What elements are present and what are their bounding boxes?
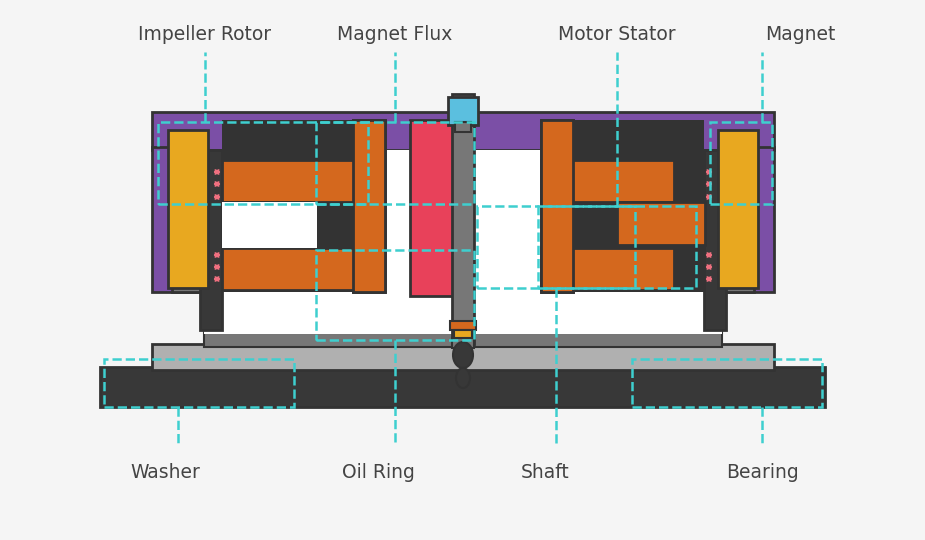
Bar xyxy=(450,321,476,330)
Text: Bearing: Bearing xyxy=(725,462,798,482)
Bar xyxy=(204,292,722,334)
Text: Shaft: Shaft xyxy=(521,462,570,482)
Bar xyxy=(410,120,456,296)
Bar xyxy=(152,147,204,292)
Bar xyxy=(222,204,307,246)
Bar xyxy=(477,206,635,288)
Bar xyxy=(718,130,758,288)
Bar xyxy=(200,150,222,330)
Bar xyxy=(353,120,385,292)
Bar xyxy=(222,202,317,248)
Bar xyxy=(452,338,474,348)
Bar xyxy=(222,202,310,245)
Bar xyxy=(172,274,204,292)
Bar xyxy=(353,120,385,292)
Bar xyxy=(538,206,696,288)
Bar xyxy=(541,120,573,292)
Bar xyxy=(152,112,774,150)
Ellipse shape xyxy=(456,368,470,388)
Bar xyxy=(541,248,674,290)
Text: Washer: Washer xyxy=(130,462,200,482)
Bar xyxy=(158,122,368,204)
Bar xyxy=(541,120,573,292)
Bar xyxy=(541,248,674,290)
Bar xyxy=(541,160,674,202)
Bar xyxy=(541,120,704,292)
Bar xyxy=(222,120,385,292)
Ellipse shape xyxy=(453,342,473,368)
Bar xyxy=(452,94,474,344)
Bar xyxy=(168,130,208,288)
Text: Oil Ring: Oil Ring xyxy=(341,462,414,482)
Bar xyxy=(316,250,474,340)
Bar xyxy=(710,122,772,204)
Bar xyxy=(617,202,705,245)
Bar xyxy=(222,160,355,202)
Text: Impeller Rotor: Impeller Rotor xyxy=(139,25,272,44)
Bar xyxy=(632,359,822,407)
Bar xyxy=(222,248,355,290)
Text: Motor Stator: Motor Stator xyxy=(558,25,676,44)
Bar xyxy=(454,330,472,339)
Bar xyxy=(455,122,471,132)
Bar xyxy=(204,332,722,347)
Bar xyxy=(222,160,355,202)
Bar xyxy=(448,97,478,125)
Bar xyxy=(722,147,774,292)
Bar xyxy=(316,122,474,204)
Bar xyxy=(704,150,726,330)
Text: Magnet: Magnet xyxy=(765,25,835,44)
Bar xyxy=(222,248,355,290)
Bar xyxy=(722,274,754,292)
Bar xyxy=(100,367,825,407)
Bar xyxy=(541,160,674,202)
Bar xyxy=(104,359,294,407)
Bar xyxy=(204,150,722,292)
Text: Magnet Flux: Magnet Flux xyxy=(338,25,452,44)
Bar xyxy=(152,344,774,370)
